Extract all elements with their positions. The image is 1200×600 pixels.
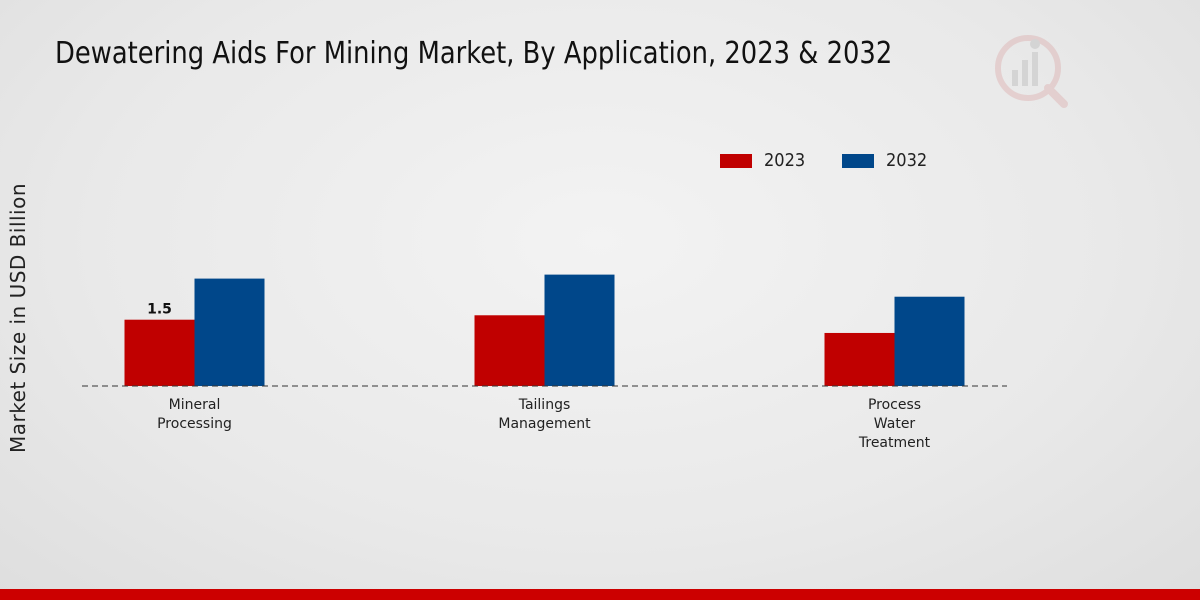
bar-2023-0[interactable] (124, 319, 195, 386)
legend-label-2032: 2032 (885, 150, 928, 171)
bar-2032-0[interactable] (194, 278, 265, 386)
legend-swatch-2032 (841, 153, 874, 168)
legend-item-2032[interactable]: 2032 (841, 150, 932, 171)
bottom-accent-bar (0, 589, 1200, 600)
x-tick-label-1: Tailings Management (498, 397, 591, 432)
chart-title: Dewatering Aids For Mining Market, By Ap… (55, 36, 893, 71)
x-tick-label-2: Process Water Treatment (858, 397, 931, 451)
bar-2023-1[interactable] (474, 315, 545, 386)
legend-swatch-2023 (720, 153, 752, 168)
legend: 2023 2032 (720, 150, 932, 171)
brand-logo-icon (995, 35, 1068, 108)
bar-2032-2[interactable] (894, 296, 965, 386)
x-tick-label-0: Mineral Processing (157, 397, 232, 432)
bar-2023-2[interactable] (824, 332, 895, 386)
data-label-0: 1.5 (147, 302, 172, 318)
legend-item-2023[interactable]: 2023 (720, 150, 810, 171)
legend-label-2023: 2023 (764, 150, 806, 171)
bar-2032-1[interactable] (544, 274, 615, 386)
